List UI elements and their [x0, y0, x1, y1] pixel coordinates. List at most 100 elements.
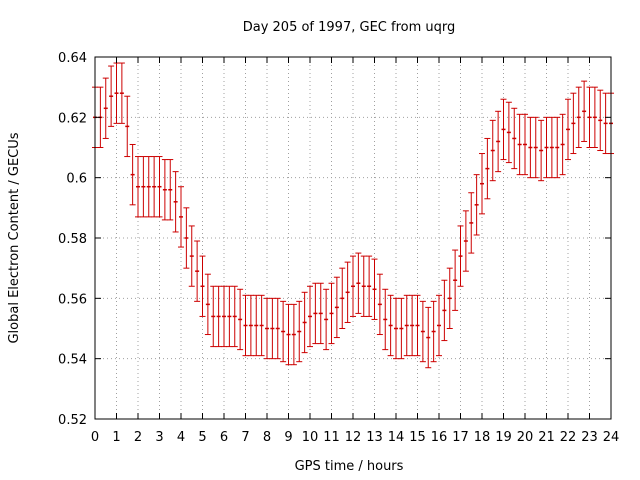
error-bar-point [457, 225, 464, 287]
error-bar-point [516, 113, 523, 176]
error-bar-point [484, 137, 491, 200]
error-bar-point [505, 101, 512, 164]
error-bar-point [495, 110, 502, 173]
x-tick-labels: 0 1 2 3 4 5 6 7 8 9 10 11 12 13 14 15 16 17 18 19 20 21 22 23 24 [91, 430, 619, 445]
error-bar-point [393, 297, 399, 360]
error-bar-point [242, 294, 249, 357]
error-bar-point [479, 153, 485, 215]
x-tick-label: 8 [263, 430, 271, 445]
error-bar-point [565, 98, 571, 161]
error-bar-point [113, 62, 120, 124]
x-tick-label: 13 [366, 430, 383, 445]
error-bar-point [538, 119, 545, 182]
error-bar-point [581, 80, 588, 142]
error-bar-point [328, 282, 335, 345]
error-bar-point [543, 116, 550, 179]
x-tick-label: 7 [241, 430, 249, 445]
x-tick-label: 18 [474, 430, 491, 445]
series-gec [92, 62, 614, 369]
error-bar-point [409, 294, 416, 357]
error-bar-point [473, 174, 480, 236]
error-bar-point [425, 306, 432, 369]
error-bar-point [307, 285, 313, 348]
x-tick-label: 19 [495, 430, 512, 445]
error-bar-point [360, 255, 367, 317]
error-bar-point [167, 159, 174, 221]
error-bar-point [124, 95, 131, 158]
error-bar-point [333, 276, 340, 339]
error-bar-point [511, 107, 518, 170]
error-bar-point [317, 282, 324, 345]
x-tick-label: 20 [517, 430, 534, 445]
error-bar-point [559, 113, 566, 176]
x-tick-label: 12 [345, 430, 362, 445]
y-tick-label: 0.64 [58, 51, 87, 66]
x-tick-label: 5 [198, 430, 206, 445]
x-tick-label: 22 [560, 430, 577, 445]
x-tick-label: 11 [323, 430, 340, 445]
y-tick-label: 0.52 [58, 413, 87, 428]
error-bar-point [554, 116, 561, 179]
error-bar-point [462, 210, 469, 272]
error-bar-point [301, 291, 308, 354]
y-tick-label: 0.56 [58, 292, 87, 307]
error-bar-point [183, 207, 190, 269]
error-bar-point [226, 285, 233, 348]
grid-lines [95, 57, 611, 419]
error-bar-point [156, 156, 163, 218]
y-tick-label: 0.54 [58, 353, 87, 368]
error-bar-point [269, 297, 276, 360]
error-bar-point [178, 186, 184, 248]
x-tick-label: 16 [431, 430, 448, 445]
error-bar-point [468, 192, 475, 254]
error-bar-point [172, 171, 179, 233]
error-bar-point [376, 273, 383, 336]
x-tick-label: 4 [177, 430, 185, 445]
error-bar-point [264, 297, 270, 360]
error-bar-point [527, 116, 534, 179]
error-bar-point [382, 288, 389, 351]
error-bar-point [430, 300, 437, 363]
error-bar-point [597, 89, 604, 152]
error-bar-point [436, 294, 442, 357]
error-bar-point [344, 261, 351, 323]
error-bar-point [532, 116, 539, 179]
x-tick-label: 1 [112, 430, 120, 445]
error-bar-point [452, 249, 459, 311]
error-bar-point [204, 273, 211, 336]
x-axis-label: GPS time / hours [295, 459, 404, 474]
error-bar-point [398, 297, 405, 360]
error-bar-point [188, 225, 195, 287]
error-bar-point [237, 288, 244, 351]
error-bar-point [135, 156, 141, 218]
error-bar-point [323, 288, 330, 351]
x-tick-label: 15 [409, 430, 426, 445]
x-tick-label: 2 [134, 430, 142, 445]
x-tick-label: 10 [302, 430, 319, 445]
y-tick-labels: 0.52 0.54 0.56 0.58 0.6 0.62 0.64 [58, 51, 87, 428]
y-tick-label: 0.58 [58, 232, 87, 247]
error-bar-point [441, 279, 448, 342]
error-bar-point [285, 303, 292, 366]
error-bar-point [274, 297, 281, 360]
y-tick-label: 0.62 [58, 111, 87, 126]
error-bar-point [247, 294, 254, 357]
x-tick-label: 6 [220, 430, 228, 445]
error-bar-point [161, 159, 168, 221]
error-bar-point [339, 267, 346, 329]
error-bar-point [414, 294, 421, 357]
error-bar-point [602, 92, 609, 155]
error-bar-point [296, 300, 303, 363]
error-bar-point [500, 98, 507, 161]
error-bar-point [258, 294, 265, 357]
error-bar-point [210, 285, 217, 348]
error-bar-point [199, 255, 206, 317]
x-tick-label: 17 [452, 430, 469, 445]
error-bar-point [231, 285, 238, 348]
error-bar-point [548, 116, 555, 179]
error-bar-point [446, 267, 453, 329]
error-bar-point [290, 303, 297, 366]
error-bar-point [387, 294, 394, 357]
error-bar-point [371, 258, 378, 320]
axis-ticks [94, 56, 612, 420]
